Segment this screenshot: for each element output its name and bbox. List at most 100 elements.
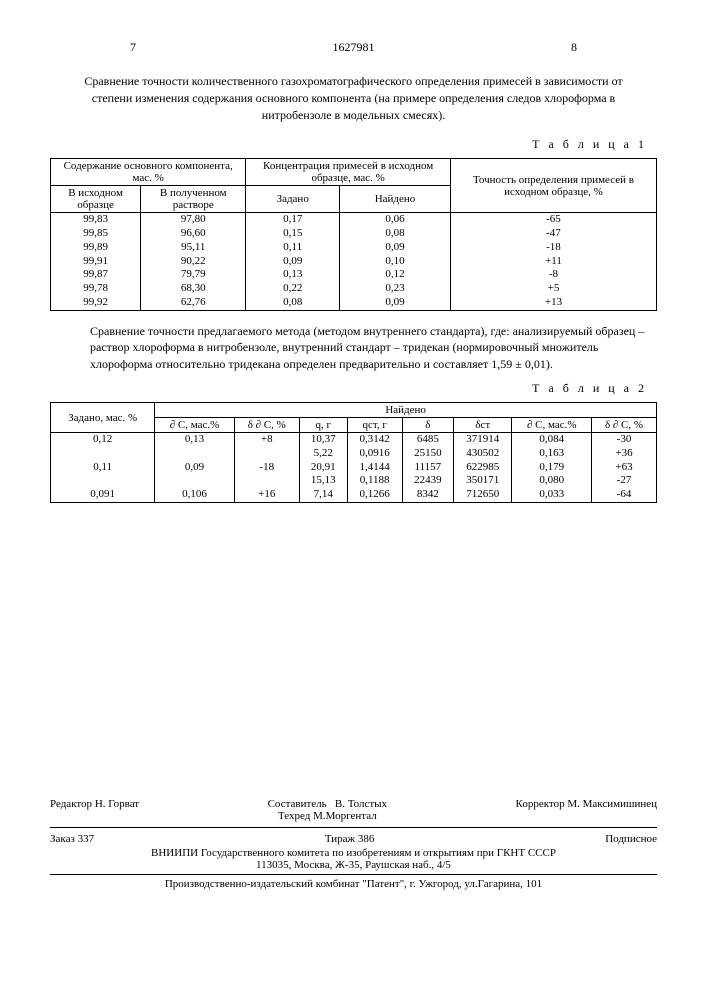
table-cell: -64 bbox=[592, 488, 657, 502]
table-cell bbox=[234, 447, 299, 461]
table-cell: 0,3142 bbox=[347, 433, 402, 447]
table-cell: 0,11 bbox=[51, 461, 155, 475]
address: 113035, Москва, Ж-35, Раушская наб., 4/5 bbox=[50, 859, 657, 871]
table-cell: 0,1188 bbox=[347, 474, 402, 488]
table-cell: +16 bbox=[234, 488, 299, 502]
table-cell: +63 bbox=[592, 461, 657, 475]
t1-head-accuracy: Точность определения примесей в исходном… bbox=[450, 159, 656, 213]
table-cell: 8342 bbox=[402, 488, 453, 502]
table-cell: 1,4144 bbox=[347, 461, 402, 475]
org: ВНИИПИ Государственного комитета по изоб… bbox=[50, 847, 657, 859]
table-cell: 99,78 bbox=[51, 282, 141, 296]
t1-sub-source: В исходном образце bbox=[51, 186, 141, 213]
table-cell: 22439 bbox=[402, 474, 453, 488]
t2-head-set: Задано, мас. % bbox=[51, 403, 155, 433]
table-cell: 0,033 bbox=[512, 488, 592, 502]
table-cell: -18 bbox=[450, 241, 656, 255]
table-cell: 0,09 bbox=[340, 241, 451, 255]
table-cell bbox=[234, 474, 299, 488]
page-right: 8 bbox=[571, 40, 577, 55]
table-cell: 0,163 bbox=[512, 447, 592, 461]
table-cell: 430502 bbox=[454, 447, 512, 461]
table2: Задано, мас. % Найдено ∂ C, мас.% δ ∂ C,… bbox=[50, 402, 657, 503]
table-cell: 62,76 bbox=[141, 296, 246, 310]
intro-paragraph: Сравнение точности количественного газох… bbox=[80, 73, 627, 123]
table-cell: 79,79 bbox=[141, 268, 246, 282]
subscription: Подписное bbox=[605, 833, 657, 845]
table-cell: 0,22 bbox=[246, 282, 340, 296]
table2-label: Т а б л и ц а 2 bbox=[50, 381, 647, 396]
table-cell: 0,12 bbox=[51, 433, 155, 447]
table-cell: 371914 bbox=[454, 433, 512, 447]
table-cell: 0,17 bbox=[246, 213, 340, 227]
t1-head-conc: Концентрация примесей в исходном образце… bbox=[246, 159, 451, 186]
table-cell: 350171 bbox=[454, 474, 512, 488]
table-cell: 97,80 bbox=[141, 213, 246, 227]
t2-sub-delta-st: δст bbox=[454, 418, 512, 433]
table-cell: 0,23 bbox=[340, 282, 451, 296]
table-cell: 0,13 bbox=[246, 268, 340, 282]
table-cell: 90,22 bbox=[141, 255, 246, 269]
t2-sub-ddc: δ ∂ C, % bbox=[234, 418, 299, 433]
table-cell: 25150 bbox=[402, 447, 453, 461]
table-cell: 95,11 bbox=[141, 241, 246, 255]
table-cell: +11 bbox=[450, 255, 656, 269]
table-cell: -30 bbox=[592, 433, 657, 447]
table-cell: 20,91 bbox=[299, 461, 347, 475]
table-cell: 0,080 bbox=[512, 474, 592, 488]
table-cell: 0,08 bbox=[246, 296, 340, 310]
page-header: 7 1627981 8 bbox=[50, 40, 657, 55]
editor: Редактор Н. Горват bbox=[50, 798, 139, 822]
table-cell: 712650 bbox=[454, 488, 512, 502]
t2-sub-ddc2: δ ∂ C, % bbox=[592, 418, 657, 433]
table-cell: 0,091 bbox=[51, 488, 155, 502]
table-cell: -65 bbox=[450, 213, 656, 227]
table-cell: +8 bbox=[234, 433, 299, 447]
table-cell: 10,37 bbox=[299, 433, 347, 447]
table-cell: 0,179 bbox=[512, 461, 592, 475]
table-cell: 7,14 bbox=[299, 488, 347, 502]
table-cell: 0,106 bbox=[155, 488, 235, 502]
order: Заказ 337 bbox=[50, 833, 94, 845]
t1-sub-solution: В полученном растворе bbox=[141, 186, 246, 213]
table-cell bbox=[51, 447, 155, 461]
table-cell: 96,60 bbox=[141, 227, 246, 241]
footer-block: Редактор Н. Горват Составитель В. Толсты… bbox=[50, 796, 657, 890]
table-cell: 99,92 bbox=[51, 296, 141, 310]
table-cell: -27 bbox=[592, 474, 657, 488]
table-cell: 0,12 bbox=[340, 268, 451, 282]
t2-sub-delta: δ bbox=[402, 418, 453, 433]
table-cell: 99,91 bbox=[51, 255, 141, 269]
table-cell: 0,08 bbox=[340, 227, 451, 241]
table-cell: 0,11 bbox=[246, 241, 340, 255]
t1-sub-set: Задано bbox=[246, 186, 340, 213]
table-cell: +5 bbox=[450, 282, 656, 296]
table-cell bbox=[155, 474, 235, 488]
compiler-techred: Составитель В. Толстых Техред М.Моргента… bbox=[268, 798, 388, 822]
t2-sub-q: q, г bbox=[299, 418, 347, 433]
page-left: 7 bbox=[130, 40, 136, 55]
table-cell: 15,13 bbox=[299, 474, 347, 488]
table-cell: 0,13 bbox=[155, 433, 235, 447]
table-cell bbox=[155, 447, 235, 461]
table-cell: 0,06 bbox=[340, 213, 451, 227]
press: Производственно-издательский комбинат "П… bbox=[50, 878, 657, 890]
t2-sub-dc: ∂ C, мас.% bbox=[155, 418, 235, 433]
table1: Содержание основного компонента, мас. % … bbox=[50, 158, 657, 310]
table-cell: 0,09 bbox=[246, 255, 340, 269]
table-cell: 622985 bbox=[454, 461, 512, 475]
table-cell: +13 bbox=[450, 296, 656, 310]
table-cell bbox=[51, 474, 155, 488]
table-cell: -47 bbox=[450, 227, 656, 241]
table-cell: 0,09 bbox=[340, 296, 451, 310]
t1-sub-found: Найдено bbox=[340, 186, 451, 213]
doc-number: 1627981 bbox=[333, 40, 375, 55]
table1-label: Т а б л и ц а 1 bbox=[50, 137, 647, 152]
table-cell: 99,89 bbox=[51, 241, 141, 255]
table-cell: 0,084 bbox=[512, 433, 592, 447]
table-cell: 0,15 bbox=[246, 227, 340, 241]
corrector: Корректор М. Максимишинец bbox=[516, 798, 657, 822]
tirazh: Тираж 386 bbox=[325, 833, 375, 845]
t2-sub-dc2: ∂ C, мас.% bbox=[512, 418, 592, 433]
table-cell: -18 bbox=[234, 461, 299, 475]
